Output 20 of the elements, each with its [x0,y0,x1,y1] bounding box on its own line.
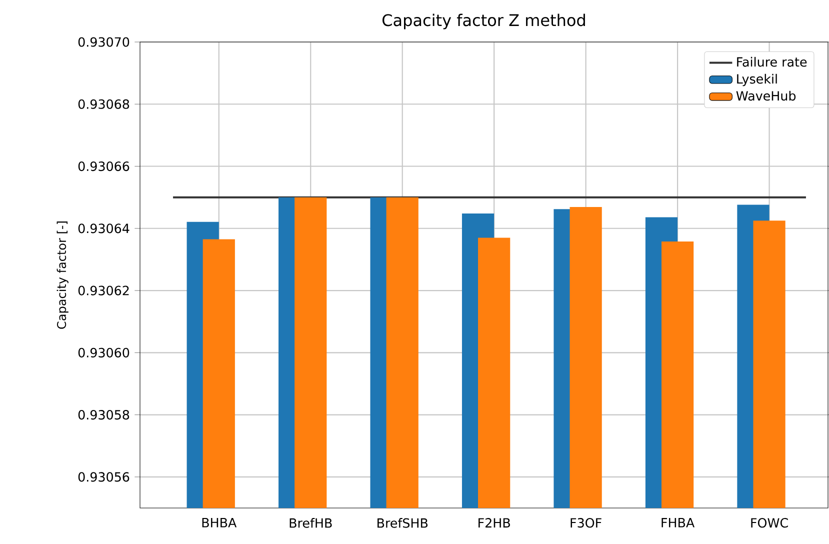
x-tick-label: BrefSHB [378,518,428,528]
legend-label: WaveHub [736,90,796,101]
x-tick-label: F3OF [570,518,602,528]
legend-label: Lysekil [737,74,777,86]
y-tick-label: 0.93068 [78,99,130,109]
x-tick-label: BHBA [202,518,237,528]
y-axis-title: Capacity factor [-] [56,222,68,329]
x-tick-label: BrefHB [290,518,332,528]
y-tick-label: 0.93066 [78,161,130,172]
y-tick-label: 0.93062 [78,286,129,296]
x-tick-label: FOWC [751,518,788,528]
y-tick-label: 0.93056 [78,472,130,482]
x-tick-label: FHBA [662,518,695,528]
y-tick-label: 0.93058 [78,410,130,420]
y-tick-label: 0.93070 [78,37,130,47]
x-tick-label: F2HB [478,518,510,528]
y-tick-label: 0.93060 [78,348,130,358]
legend-label: Failure rate [737,56,807,67]
y-tick-label: 0.93064 [78,224,130,234]
chart-title: Capacity factor Z method [382,14,585,30]
